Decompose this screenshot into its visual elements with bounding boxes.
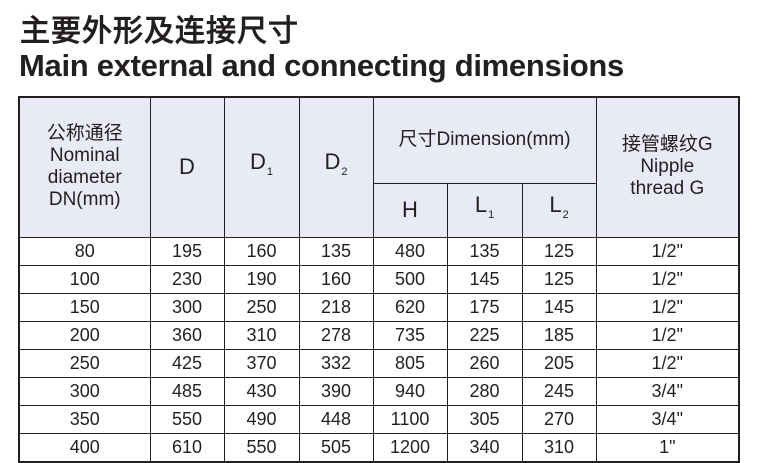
table-row: 100 230 190 160 500 145 125 1/2" [18,264,740,294]
table-row: 150 300 250 218 620 175 145 1/2" [18,292,740,322]
header-d: D [149,96,225,238]
table-cell: 250 [223,292,300,322]
table-cell: 160 [298,264,374,294]
table-cell: 270 [521,404,597,434]
table-cell: 1/2" [595,264,740,294]
header-dimension: 尺寸Dimension(mm) [372,96,597,184]
title-chinese: 主要外形及连接尺寸 [20,14,299,49]
table-cell: 505 [298,432,374,462]
table-cell: 550 [223,432,300,462]
header-nominal-diameter: 公称通径 Nominal diameter DN(mm) [18,96,151,238]
table-cell: 175 [446,292,523,322]
table-cell: 1/2" [595,292,740,322]
table-cell: 145 [446,264,523,294]
table-cell: 310 [223,320,300,350]
table-cell: 805 [372,348,448,378]
table-row: 80 195 160 135 480 135 125 1/2" [18,236,740,266]
table-cell: 1100 [372,404,448,434]
header-h: H [372,182,448,238]
header-dn-en1: Nominal [49,145,120,167]
table-cell: 225 [446,320,523,350]
table-cell: 205 [521,348,597,378]
table-cell: 550 [149,404,225,434]
table-cell: 190 [223,264,300,294]
table-cell: 135 [298,236,374,266]
table-cell: 430 [223,376,300,406]
header-nipple-en1: Nipple [640,156,695,178]
table-cell: 305 [446,404,523,434]
table-cell: 218 [298,292,374,322]
table-cell: 400 [18,432,151,462]
header-d2: D2 [298,96,374,238]
table-cell: 1" [595,432,740,462]
table-cell: 485 [149,376,225,406]
table-cell: 360 [149,320,225,350]
table-cell: 300 [18,376,151,406]
table-cell: 278 [298,320,374,350]
dimensions-table: 公称通径 Nominal diameter DN(mm) D D1 D2 尺寸D… [18,96,741,463]
table-cell: 200 [18,320,151,350]
title-english: Main external and connecting dimensions [19,48,624,83]
table-cell: 1200 [372,432,448,462]
table-cell: 150 [18,292,151,322]
header-dn-en3: DN(mm) [48,189,121,211]
table-cell: 350 [18,404,151,434]
table-cell: 332 [298,348,374,378]
header-l2: L2 [521,182,597,238]
table-cell: 940 [372,376,448,406]
table-body: 80 195 160 135 480 135 125 1/2" 100 230 190 160 500 1… [18,236,740,462]
table-cell: 80 [18,236,151,266]
header-nipple-en2: thread G [630,178,705,200]
table-cell: 260 [446,348,523,378]
table-cell: 250 [18,348,151,378]
table-cell: 125 [521,236,597,266]
table-cell: 3/4" [595,376,740,406]
table-cell: 425 [149,348,225,378]
header-nipple-cn: 接管螺纹G [621,134,713,156]
table-row: 250 425 370 332 805 260 205 1/2" [18,348,740,378]
table-cell: 3/4" [595,404,740,434]
table-cell: 370 [223,348,300,378]
table-cell: 390 [298,376,374,406]
table-cell: 340 [446,432,523,462]
table-cell: 1/2" [595,236,740,266]
table-row: 350 550 490 448 1100 305 270 3/4" [18,404,740,434]
table-cell: 490 [223,404,300,434]
table-row: 300 485 430 390 940 280 245 3/4" [18,376,740,406]
table-cell: 1/2" [595,320,740,350]
table-cell: 145 [521,292,597,322]
table-cell: 1/2" [595,348,740,378]
table-cell: 195 [149,236,225,266]
table-cell: 100 [18,264,151,294]
table-cell: 310 [521,432,597,462]
table-cell: 480 [372,236,448,266]
header-d1: D1 [223,96,300,238]
header-l1: L1 [446,182,523,238]
header-nipple-thread: 接管螺纹G Nipple thread G [595,96,740,238]
header-dn-cn: 公称通径 [46,123,123,145]
table-cell: 245 [521,376,597,406]
table-cell: 300 [149,292,225,322]
table-row: 200 360 310 278 735 225 185 1/2" [18,320,740,350]
table-cell: 135 [446,236,523,266]
table-cell: 610 [149,432,225,462]
header-dn-en2: diameter [47,167,122,189]
table-cell: 125 [521,264,597,294]
table-cell: 500 [372,264,448,294]
table-row: 400 610 550 505 1200 340 310 1" [18,432,740,462]
table-cell: 280 [446,376,523,406]
table-cell: 230 [149,264,225,294]
table-cell: 448 [298,404,374,434]
table-cell: 185 [521,320,597,350]
table-cell: 160 [223,236,300,266]
table-cell: 735 [372,320,448,350]
table-cell: 620 [372,292,448,322]
